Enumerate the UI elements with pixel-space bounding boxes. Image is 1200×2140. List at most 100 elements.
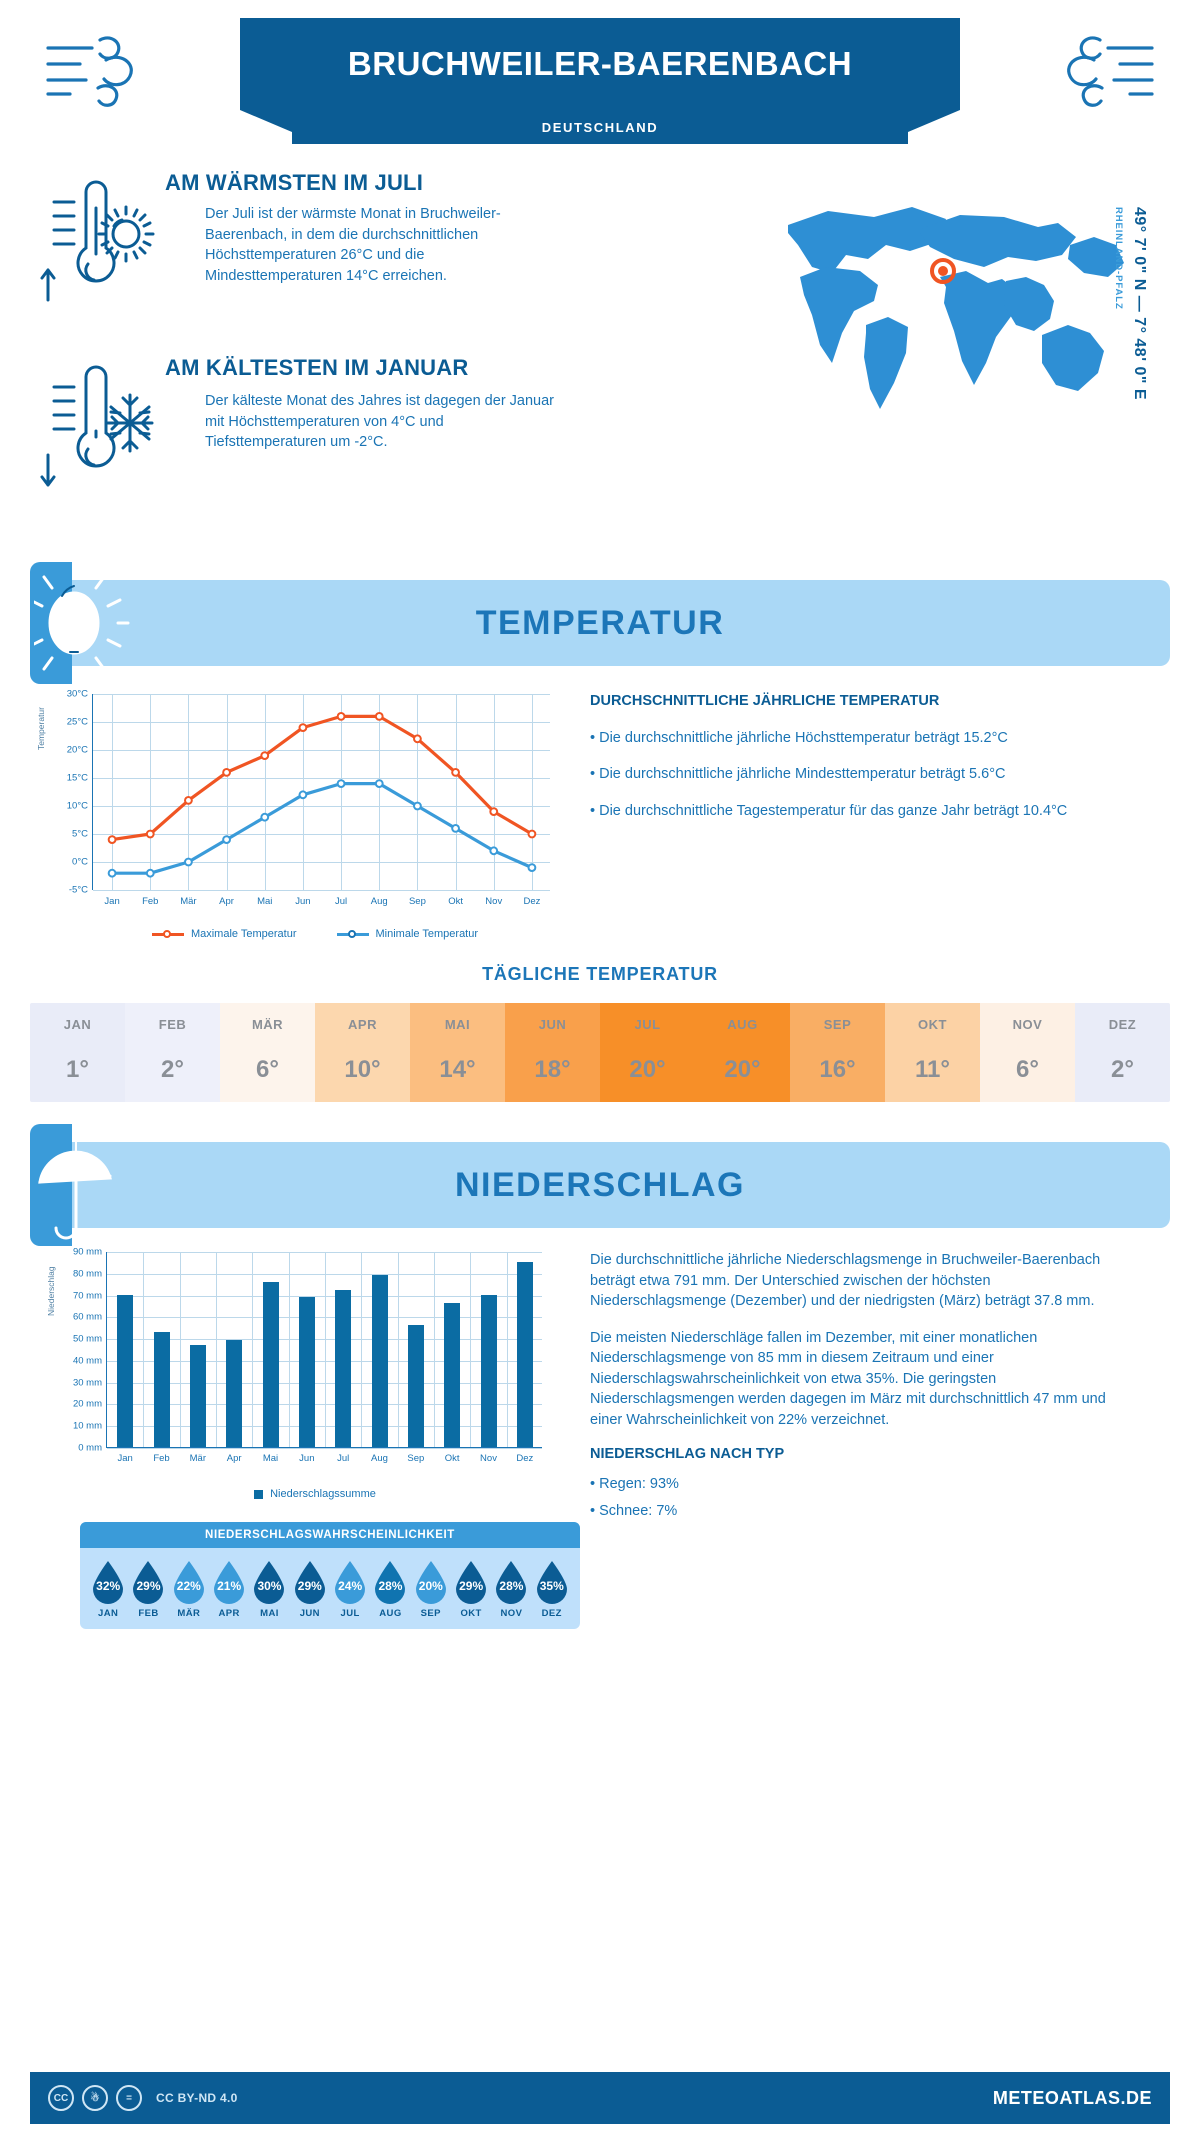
data-point <box>489 807 499 816</box>
daily-temp-month: DEZ <box>1108 1017 1137 1032</box>
gridline-horizontal <box>93 750 550 751</box>
precipitation-probability-value: 22% <box>176 1579 201 1593</box>
license-text: CC BY-ND 4.0 <box>156 2091 238 2105</box>
precipitation-bar <box>444 1303 461 1447</box>
y-axis-tick: 5°C <box>72 828 88 840</box>
thermometer-cold-icon <box>40 365 116 487</box>
precipitation-banner-title: NIEDERSCHLAG <box>454 1165 746 1204</box>
gridline-vertical <box>325 1252 326 1447</box>
x-axis-tick: Mai <box>262 1453 279 1464</box>
gridline-horizontal <box>93 862 550 863</box>
y-axis-tick: -5°C <box>68 884 88 896</box>
gridline-horizontal <box>107 1382 542 1384</box>
coldest-icons <box>40 363 160 493</box>
precipitation-bar <box>153 1331 170 1447</box>
precipitation-probability-value: 30% <box>257 1579 282 1593</box>
precipitation-probability-month: SEP <box>420 1608 441 1619</box>
water-drop-icon: 28% <box>372 1560 408 1604</box>
data-point <box>451 824 460 833</box>
gridline-vertical <box>188 694 190 890</box>
gridline-vertical <box>531 694 533 890</box>
precipitation-probability-box: NIEDERSCHLAGSWAHRSCHEINLICHKEIT 32% JAN 29… <box>80 1522 580 1629</box>
temperature-bullet-0: • Die durchschnittliche jährliche Höchst… <box>590 729 1008 746</box>
daily-temp-column: AUG 20° <box>695 1003 790 1102</box>
wind-decoration-right <box>1067 36 1154 107</box>
data-point <box>145 868 155 878</box>
precipitation-bar <box>226 1340 243 1447</box>
daily-temp-month: SEP <box>823 1017 852 1032</box>
precipitation-probability-month: OKT <box>460 1608 482 1619</box>
coordinates-label: 49° 7' 0" N — 7° 48' 0" E <box>1131 207 1148 401</box>
daily-temperature-title: TÄGLICHE TEMPERATUR <box>482 964 718 984</box>
legend-item-min: Minimale Temperatur <box>336 928 478 940</box>
y-axis-tick: 10°C <box>66 800 88 812</box>
daily-temp-value: 6° <box>1016 1056 1039 1083</box>
gridline-horizontal <box>107 1273 542 1275</box>
gridline-vertical <box>264 694 266 890</box>
water-drop-icon: 29% <box>292 1560 328 1604</box>
daily-temp-value: 1° <box>66 1056 89 1083</box>
daily-temp-column: JAN 1° <box>30 1003 125 1102</box>
water-drop-icon: 29% <box>130 1560 166 1604</box>
precipitation-chart-column: Niederschlag 0 mm 10 mm 20 mm 30 mm 40 mm 50 … <box>30 1246 580 1629</box>
x-axis-tick: Nov <box>480 1453 497 1464</box>
precipitation-probability-month: DEZ <box>541 1608 562 1619</box>
precipitation-type-bullet-0: • Regen: 93% <box>590 1476 679 1493</box>
precipitation-probability-cell: 24% JUL <box>330 1560 370 1619</box>
gridline-vertical <box>455 694 457 890</box>
gridline-horizontal <box>107 1404 542 1406</box>
daily-temperature-table: JAN 1° FEB 2° MÄR 6° APR 10° MAI 14° JUN 18° JUL 20° A… <box>30 1003 1170 1102</box>
data-point <box>527 863 537 873</box>
data-point <box>184 796 193 805</box>
brand-label[interactable]: METEOATLAS.DE <box>992 2087 1152 2108</box>
precipitation-section-banner: NIEDERSCHLAG <box>30 1124 1170 1246</box>
facts-section: AM WÄRMSTEN IM JULI Der Juli ist der wär… <box>0 160 1200 580</box>
precipitation-plot-area: 0 mm 10 mm 20 mm 30 mm 40 mm 50 mm 60 mm 70 mm 8… <box>73 1247 542 1464</box>
precipitation-probability-title: NIEDERSCHLAGSWAHRSCHEINLICHKEIT <box>80 1522 580 1548</box>
water-drop-icon: 32% <box>90 1560 126 1604</box>
legend-label-max: Maximale Temperatur <box>190 928 297 940</box>
precipitation-probability-value: 21% <box>217 1579 242 1593</box>
no-derivatives-icon: = <box>116 2085 142 2111</box>
precipitation-bar <box>371 1274 388 1447</box>
y-axis-tick: 25°C <box>66 716 88 728</box>
x-axis-tick: Feb <box>142 896 159 907</box>
x-axis-tick: Nov <box>485 896 503 907</box>
gridline-horizontal <box>93 694 550 695</box>
precipitation-probability-month: NOV <box>500 1608 523 1619</box>
gridline-vertical <box>150 694 152 890</box>
gridline-vertical <box>417 694 419 890</box>
x-axis-tick: Aug <box>370 896 388 907</box>
warmest-text: Der Juli ist der wärmste Monat in Bruchw… <box>205 206 501 284</box>
precipitation-probability-cell: 29% JUN <box>290 1560 330 1619</box>
daily-temp-column: MAI 14° <box>410 1003 505 1102</box>
data-point <box>451 768 460 777</box>
legend-swatch-precip <box>254 1489 264 1499</box>
legend-label-precip: Niederschlagssumme <box>270 1488 376 1500</box>
y-axis-tick: 60 mm <box>72 1311 102 1323</box>
temperature-series-svg <box>107 712 537 878</box>
attribution-icon: ☃ <box>82 2085 108 2111</box>
water-drop-icon: 30% <box>251 1560 287 1604</box>
temperature-legend: Maximale Temperatur Minimale Temperatur <box>50 928 550 940</box>
daily-temp-value: 16° <box>819 1056 856 1083</box>
daily-temp-column: JUL 20° <box>600 1003 695 1102</box>
x-axis-tick: Jun <box>295 896 311 907</box>
temperature-side-column: DURCHSCHNITTLICHE JÄHRLICHE TEMPERATUR •… <box>550 688 1110 940</box>
gridline-vertical <box>470 1252 472 1447</box>
daily-temp-month: NOV <box>1012 1017 1043 1032</box>
y-axis-tick: 15°C <box>66 772 88 784</box>
sun-icon <box>97 205 155 263</box>
precipitation-probability-value: 32% <box>96 1579 121 1593</box>
precipitation-probability-value: 28% <box>499 1579 524 1593</box>
precipitation-probability-value: 20% <box>418 1579 443 1593</box>
water-drop-icon: 29% <box>453 1560 489 1604</box>
daily-temp-value: 20° <box>724 1056 761 1083</box>
warmest-body: AM WÄRMSTEN IM JULI Der Juli ist der wär… <box>165 170 560 286</box>
sun-banner-icon <box>34 562 130 684</box>
precipitation-bar <box>189 1344 206 1447</box>
gridline-vertical <box>143 1252 145 1447</box>
legend-swatch-max <box>151 929 184 940</box>
temperature-chart-column: Temperatur -5°C 0°C 5°C 10°C 15°C 20°C 25°C 30°… <box>30 688 550 940</box>
data-point <box>184 857 193 867</box>
